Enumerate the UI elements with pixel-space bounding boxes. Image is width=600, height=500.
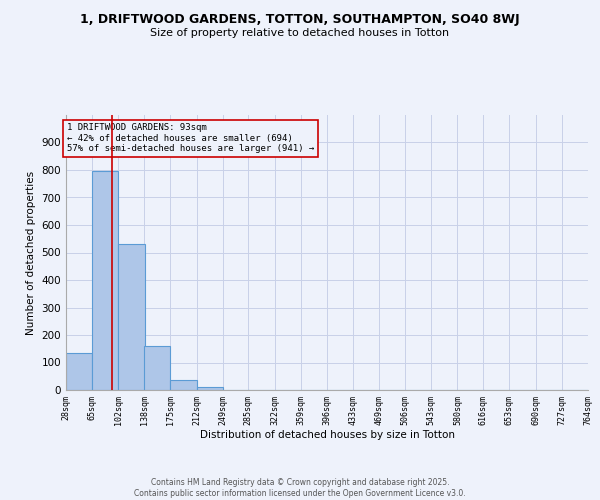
Text: Contains HM Land Registry data © Crown copyright and database right 2025.
Contai: Contains HM Land Registry data © Crown c… (134, 478, 466, 498)
Bar (66, 353, 92, 390)
Bar (144, 346, 170, 390)
Bar (170, 380, 197, 390)
Text: 1, DRIFTWOOD GARDENS, TOTTON, SOUTHAMPTON, SO40 8WJ: 1, DRIFTWOOD GARDENS, TOTTON, SOUTHAMPTO… (80, 12, 520, 26)
Y-axis label: Number of detached properties: Number of detached properties (26, 170, 36, 334)
Bar (197, 386, 223, 390)
X-axis label: Distribution of detached houses by size in Totton: Distribution of detached houses by size … (199, 430, 455, 440)
Bar (118, 244, 145, 390)
Text: 1 DRIFTWOOD GARDENS: 93sqm
← 42% of detached houses are smaller (694)
57% of sem: 1 DRIFTWOOD GARDENS: 93sqm ← 42% of deta… (67, 123, 314, 153)
Text: Size of property relative to detached houses in Totton: Size of property relative to detached ho… (151, 28, 449, 38)
Bar (92, 172, 118, 390)
